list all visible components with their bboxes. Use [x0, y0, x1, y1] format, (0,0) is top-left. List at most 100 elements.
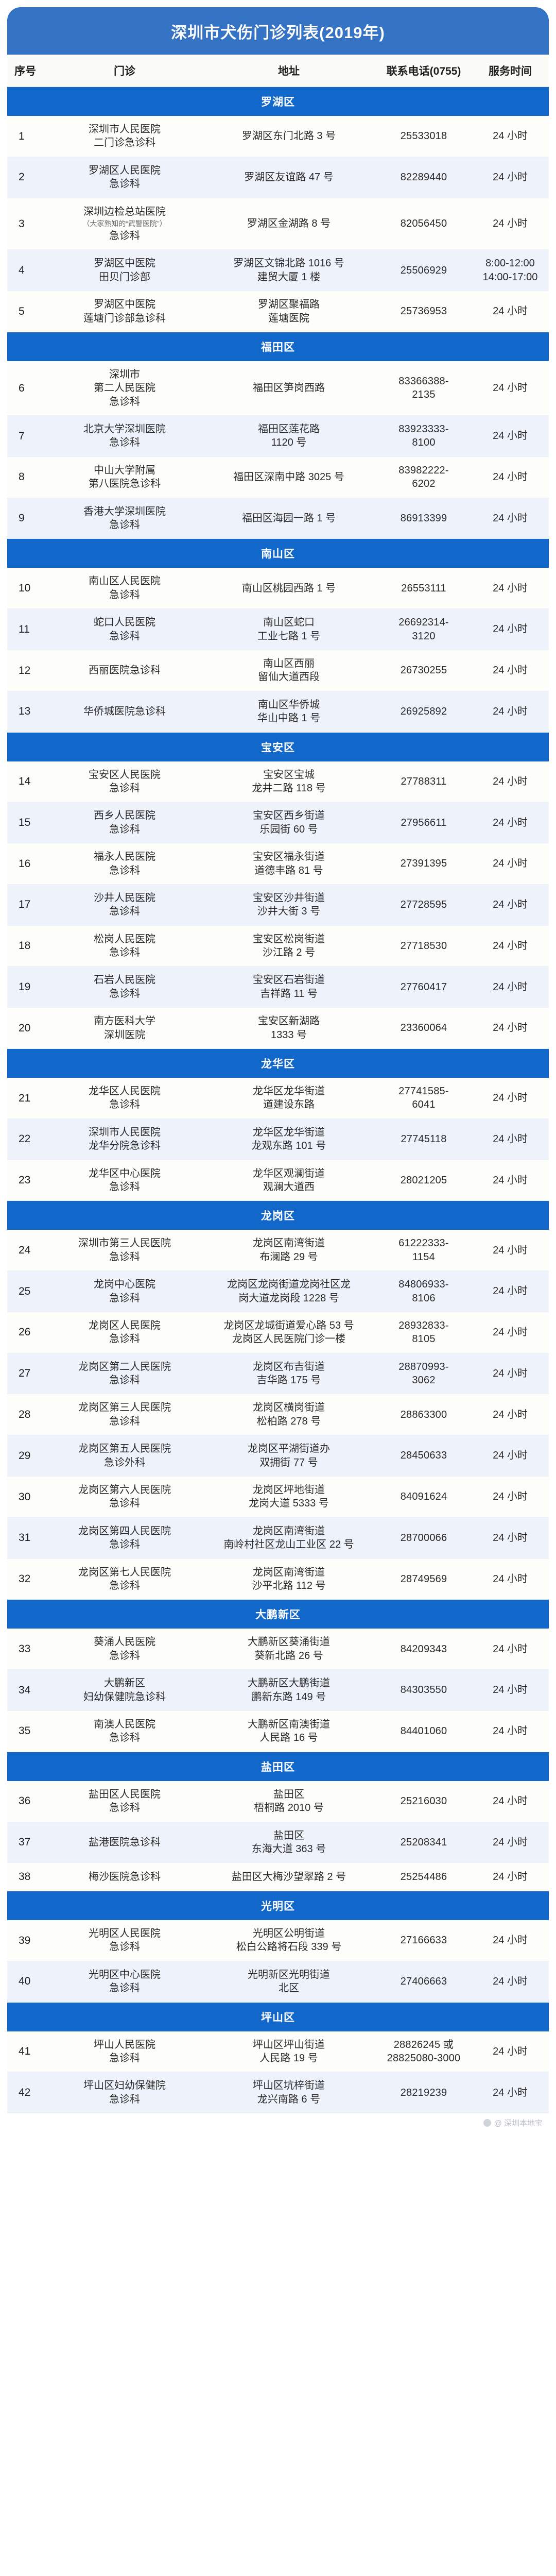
- cell-phone[interactable]: 28826245 或 28825080-3000: [376, 2031, 472, 2073]
- table-row: 28 龙岗区第三人民医院 急诊科 龙岗区横岗街道 松柏路 278 号 28863300 24…: [7, 1394, 549, 1436]
- table-row: 9 香港大学深圳医院 急诊科 福田区海园一路 1 号 86913399 24 小时: [7, 498, 549, 539]
- cell-phone[interactable]: 84209343: [376, 1629, 472, 1670]
- table-row: 6 深圳市 第二人民医院 急诊科 福田区笋岗西路 83366388- 2135 24 小时: [7, 361, 549, 416]
- cell-phone[interactable]: 25208341: [376, 1822, 472, 1863]
- cell-phone[interactable]: 27760417: [376, 966, 472, 1008]
- cell-phone[interactable]: 28021205: [376, 1160, 472, 1201]
- cell-clinic: 西乡人民医院 急诊科: [47, 802, 202, 844]
- table-row: 25 龙岗中心医院 急诊科 龙岗区龙岗街道龙岗社区龙 岗大道龙岗段 1228 号 8480…: [7, 1270, 549, 1312]
- cell-phone[interactable]: 82056450: [376, 198, 472, 250]
- cell-service-time: 24 小时: [472, 925, 549, 967]
- cell-phone[interactable]: 86913399: [376, 498, 472, 539]
- cell-phone[interactable]: 27956611: [376, 802, 472, 844]
- cell-no: 23: [7, 1160, 47, 1201]
- cell-phone[interactable]: 25254486: [376, 1862, 472, 1892]
- cell-address: 罗湖区友谊路 47 号: [202, 157, 376, 198]
- cell-no: 39: [7, 1920, 47, 1961]
- cell-service-time: 24 小时: [472, 1961, 549, 2003]
- cell-address: 龙华区龙华街道 道建设东路: [202, 1078, 376, 1119]
- cell-no: 29: [7, 1435, 47, 1477]
- cell-address: 坪山区坑梓街道 龙兴南路 6 号: [202, 2072, 376, 2114]
- cell-phone[interactable]: 83366388- 2135: [376, 361, 472, 416]
- cell-phone[interactable]: 26553111: [376, 568, 472, 609]
- cell-no: 24: [7, 1230, 47, 1272]
- cell-address: 龙岗区南湾街道 布澜路 29 号: [202, 1230, 376, 1272]
- cell-phone[interactable]: 83982222- 6202: [376, 456, 472, 498]
- cell-no: 32: [7, 1558, 47, 1600]
- cell-address: 南山区蛇口 工业七路 1 号: [202, 608, 376, 650]
- cell-service-time: 24 小时: [472, 1710, 549, 1752]
- cell-phone[interactable]: 28700066: [376, 1517, 472, 1559]
- cell-phone[interactable]: 26730255: [376, 650, 472, 691]
- cell-phone[interactable]: 27741585- 6041: [376, 1078, 472, 1119]
- cell-service-time: 24 小时: [472, 291, 549, 332]
- district-label: 罗湖区: [7, 87, 549, 116]
- column-header-address: 地址: [202, 55, 376, 87]
- cell-phone[interactable]: 84806933- 8106: [376, 1270, 472, 1312]
- cell-service-time: 24 小时: [472, 1669, 549, 1711]
- cell-address: 罗湖区聚福路 莲塘医院: [202, 291, 376, 332]
- cell-phone[interactable]: 23360064: [376, 1007, 472, 1049]
- cell-phone[interactable]: 28749569: [376, 1558, 472, 1600]
- cell-phone[interactable]: 26692314- 3120: [376, 608, 472, 650]
- cell-clinic: 深圳市第三人民医院 急诊科: [47, 1230, 202, 1272]
- column-header-clinic: 门诊: [47, 55, 202, 87]
- cell-no: 5: [7, 291, 47, 332]
- cell-phone[interactable]: 82289440: [376, 157, 472, 198]
- cell-phone[interactable]: 27406663: [376, 1961, 472, 2003]
- cell-clinic: 龙华区中心医院 急诊科: [47, 1160, 202, 1201]
- table-row: 7 北京大学深圳医院 急诊科 福田区莲花路 1120 号 83923333- 8100 24 …: [7, 415, 549, 457]
- cell-phone[interactable]: 27166633: [376, 1920, 472, 1961]
- page-title-banner: 深圳市犬伤门诊列表(2019年): [7, 7, 549, 55]
- cell-clinic: 松岗人民医院 急诊科: [47, 925, 202, 967]
- cell-address: 罗湖区东门北路 3 号: [202, 116, 376, 157]
- cell-phone[interactable]: 28219239: [376, 2072, 472, 2114]
- cell-phone[interactable]: 84091624: [376, 1476, 472, 1518]
- cell-service-time: 24 小时: [472, 1230, 549, 1272]
- cell-phone[interactable]: 27718530: [376, 925, 472, 967]
- cell-no: 8: [7, 456, 47, 498]
- cell-phone[interactable]: 27391395: [376, 843, 472, 885]
- cell-phone[interactable]: 84303550: [376, 1669, 472, 1711]
- cell-phone[interactable]: 61222333- 1154: [376, 1230, 472, 1272]
- cell-phone[interactable]: 27745118: [376, 1118, 472, 1160]
- cell-no: 17: [7, 884, 47, 926]
- cell-clinic: 华侨城医院急诊科: [47, 691, 202, 733]
- cell-no: 6: [7, 361, 47, 416]
- cell-phone[interactable]: 26925892: [376, 691, 472, 733]
- cell-clinic: 龙岗区人民医院 急诊科: [47, 1312, 202, 1353]
- cell-phone[interactable]: 28870993- 3062: [376, 1353, 472, 1395]
- cell-phone[interactable]: 84401060: [376, 1710, 472, 1752]
- column-header-phone: 联系电话(0755): [376, 55, 472, 87]
- cell-clinic: 罗湖区人民医院 急诊科: [47, 157, 202, 198]
- cell-address: 大鹏新区大鹏街道 鹏新东路 149 号: [202, 1669, 376, 1711]
- table-row: 20 南方医科大学 深圳医院 宝安区新湖路 1333 号 23360064 24 小时: [7, 1007, 549, 1049]
- cell-phone[interactable]: 28450633: [376, 1435, 472, 1477]
- cell-service-time: 24 小时: [472, 1353, 549, 1395]
- cell-phone[interactable]: 25506929: [376, 249, 472, 292]
- table-row: 35 南澳人民医院 急诊科 大鹏新区南澳街道 人民路 16 号 84401060 24 小时: [7, 1710, 549, 1752]
- table-row: 19 石岩人民医院 急诊科 宝安区石岩街道 吉祥路 11 号 27760417 24 小时: [7, 966, 549, 1008]
- cell-clinic: 龙岗中心医院 急诊科: [47, 1270, 202, 1312]
- cell-phone[interactable]: 27728595: [376, 884, 472, 926]
- cell-no: 25: [7, 1270, 47, 1312]
- cell-phone[interactable]: 28863300: [376, 1394, 472, 1436]
- cell-service-time: 24 小时: [472, 1007, 549, 1049]
- cell-service-time: 24 小时: [472, 2031, 549, 2073]
- cell-no: 2: [7, 157, 47, 198]
- cell-address: 盐田区 梧桐路 2010 号: [202, 1781, 376, 1822]
- cell-phone[interactable]: 28932833- 8105: [376, 1312, 472, 1353]
- cell-phone[interactable]: 83923333- 8100: [376, 415, 472, 457]
- cell-phone[interactable]: 25736953: [376, 291, 472, 332]
- table-row: 2 罗湖区人民医院 急诊科 罗湖区友谊路 47 号 82289440 24 小时: [7, 157, 549, 198]
- cell-phone[interactable]: 27788311: [376, 761, 472, 803]
- table-row: 42 坪山区妇幼保健院 急诊科 坪山区坑梓街道 龙兴南路 6 号 28219239 24 小…: [7, 2072, 549, 2114]
- district-header-row: 大鹏新区: [7, 1599, 549, 1629]
- table-row: 39 光明区人民医院 急诊科 光明区公明街道 松白公路将石段 339 号 27166633…: [7, 1920, 549, 1961]
- table-header-row: 序号 门诊 地址 联系电话(0755) 服务时间: [7, 55, 549, 87]
- cell-phone[interactable]: 25216030: [376, 1781, 472, 1822]
- cell-clinic: 龙岗区第二人民医院 急诊科: [47, 1353, 202, 1395]
- district-header-row: 罗湖区: [7, 87, 549, 116]
- cell-service-time: 8:00-12:00 14:00-17:00: [472, 249, 549, 292]
- cell-phone[interactable]: 25533018: [376, 116, 472, 157]
